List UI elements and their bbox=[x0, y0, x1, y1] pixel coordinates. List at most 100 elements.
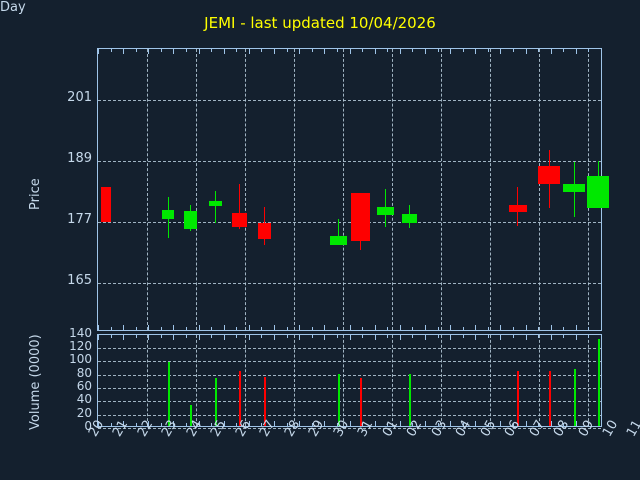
volume-axis-minor-tick bbox=[148, 421, 149, 426]
candle-body bbox=[377, 207, 394, 215]
volume-tick-label: 20 bbox=[76, 406, 92, 420]
price-axis-minor-tick bbox=[186, 49, 187, 52]
candle-body bbox=[587, 176, 609, 208]
price-axis-minor-tick bbox=[538, 327, 539, 330]
price-axis-minor-tick bbox=[161, 49, 162, 52]
price-axis-minor-tick bbox=[500, 325, 501, 330]
volume-gridline-vertical bbox=[441, 335, 442, 426]
volume-axis-minor-tick bbox=[576, 335, 577, 340]
price-axis-minor-tick bbox=[161, 327, 162, 330]
volume-axis-minor-tick bbox=[513, 335, 514, 338]
volume-axis-minor-tick bbox=[463, 335, 464, 338]
price-gridline-vertical bbox=[441, 49, 442, 330]
price-tick-label: 201 bbox=[67, 90, 92, 105]
price-axis-minor-tick bbox=[350, 325, 351, 330]
price-axis-minor-tick bbox=[299, 49, 300, 54]
volume-axis-minor-tick bbox=[161, 335, 162, 338]
price-axis-minor-tick bbox=[463, 49, 464, 52]
volume-axis-minor-tick bbox=[312, 423, 313, 426]
candle-wick bbox=[338, 219, 339, 245]
price-axis-minor-tick bbox=[588, 327, 589, 330]
x-axis-title: Day bbox=[0, 0, 26, 15]
price-axis-minor-tick bbox=[551, 325, 552, 330]
volume-axis-minor-tick bbox=[274, 421, 275, 426]
volume-axis-minor-tick bbox=[412, 335, 413, 338]
price-axis-minor-tick bbox=[463, 327, 464, 330]
price-axis-minor-tick bbox=[526, 49, 527, 54]
volume-axis-minor-tick bbox=[563, 423, 564, 426]
price-tick-label: 177 bbox=[67, 212, 92, 227]
price-axis-minor-tick bbox=[236, 327, 237, 330]
price-axis-minor-tick bbox=[438, 49, 439, 52]
price-axis-minor-tick bbox=[375, 325, 376, 330]
volume-axis-minor-tick bbox=[161, 423, 162, 426]
volume-bar bbox=[168, 362, 170, 426]
price-axis-minor-tick bbox=[274, 325, 275, 330]
volume-axis-minor-tick bbox=[312, 335, 313, 338]
volume-gridline-vertical bbox=[294, 335, 295, 426]
volume-axis-minor-tick bbox=[350, 421, 351, 426]
price-axis-minor-tick bbox=[224, 49, 225, 54]
candle-body bbox=[209, 201, 222, 206]
price-axis-minor-tick bbox=[136, 49, 137, 52]
volume-axis-minor-tick bbox=[425, 335, 426, 340]
volume-axis-minor-tick bbox=[211, 423, 212, 426]
price-axis-minor-tick bbox=[576, 325, 577, 330]
volume-bar bbox=[338, 374, 340, 426]
volume-gridline-vertical bbox=[196, 335, 197, 426]
volume-axis-minor-tick bbox=[111, 423, 112, 426]
price-axis-minor-tick bbox=[224, 325, 225, 330]
price-axis-minor-tick bbox=[475, 49, 476, 54]
price-axis-title: Price bbox=[28, 178, 43, 210]
volume-tick-label: 140 bbox=[69, 326, 92, 340]
volume-bar bbox=[517, 371, 519, 426]
volume-axis-minor-tick bbox=[98, 421, 99, 426]
volume-axis-minor-tick bbox=[375, 335, 376, 340]
volume-axis-minor-tick bbox=[450, 335, 451, 340]
volume-axis-minor-tick bbox=[236, 423, 237, 426]
volume-axis-minor-tick bbox=[186, 423, 187, 426]
volume-axis-minor-tick bbox=[400, 335, 401, 340]
volume-axis-minor-tick bbox=[299, 421, 300, 426]
price-axis-minor-tick bbox=[199, 49, 200, 54]
volume-axis-minor-tick bbox=[98, 335, 99, 340]
price-axis-minor-tick bbox=[249, 49, 250, 54]
volume-axis-minor-tick bbox=[563, 335, 564, 338]
candle-body bbox=[258, 223, 271, 239]
volume-axis-minor-tick bbox=[261, 335, 262, 338]
candle-body bbox=[184, 211, 197, 229]
volume-axis-minor-tick bbox=[576, 421, 577, 426]
chart-title: JEMI - last updated 10/04/2026 bbox=[204, 14, 436, 32]
price-axis-minor-tick bbox=[387, 327, 388, 330]
price-axis-minor-tick bbox=[375, 49, 376, 54]
price-tick-label: 165 bbox=[67, 273, 92, 288]
price-axis-minor-tick bbox=[136, 327, 137, 330]
price-axis-minor-tick bbox=[551, 49, 552, 54]
volume-gridline-vertical bbox=[245, 335, 246, 426]
price-axis-minor-tick bbox=[412, 327, 413, 330]
price-axis-minor-tick bbox=[312, 327, 313, 330]
price-axis-minor-tick bbox=[98, 49, 99, 54]
price-gridline-vertical bbox=[539, 49, 540, 330]
price-gridline bbox=[98, 283, 601, 284]
volume-axis-minor-tick bbox=[261, 423, 262, 426]
volume-gridline-vertical bbox=[392, 335, 393, 426]
price-gridline-vertical bbox=[147, 49, 148, 330]
candle-body bbox=[101, 187, 111, 222]
volume-axis-minor-tick bbox=[438, 335, 439, 338]
volume-bar bbox=[239, 371, 241, 426]
candle-body bbox=[509, 205, 527, 212]
price-axis-minor-tick bbox=[236, 49, 237, 52]
price-axis-minor-tick bbox=[601, 49, 602, 54]
candle-wick bbox=[239, 184, 240, 229]
volume-axis-minor-tick bbox=[123, 421, 124, 426]
volume-axis-minor-tick bbox=[287, 335, 288, 338]
volume-tick-label: 0 bbox=[84, 419, 92, 433]
volume-gridline bbox=[98, 348, 601, 349]
price-axis-minor-tick bbox=[387, 49, 388, 52]
price-tick-label: 189 bbox=[67, 151, 92, 166]
price-axis-minor-tick bbox=[563, 49, 564, 52]
volume-axis-minor-tick bbox=[173, 335, 174, 340]
price-axis-minor-tick bbox=[299, 325, 300, 330]
volume-axis-minor-tick bbox=[425, 421, 426, 426]
